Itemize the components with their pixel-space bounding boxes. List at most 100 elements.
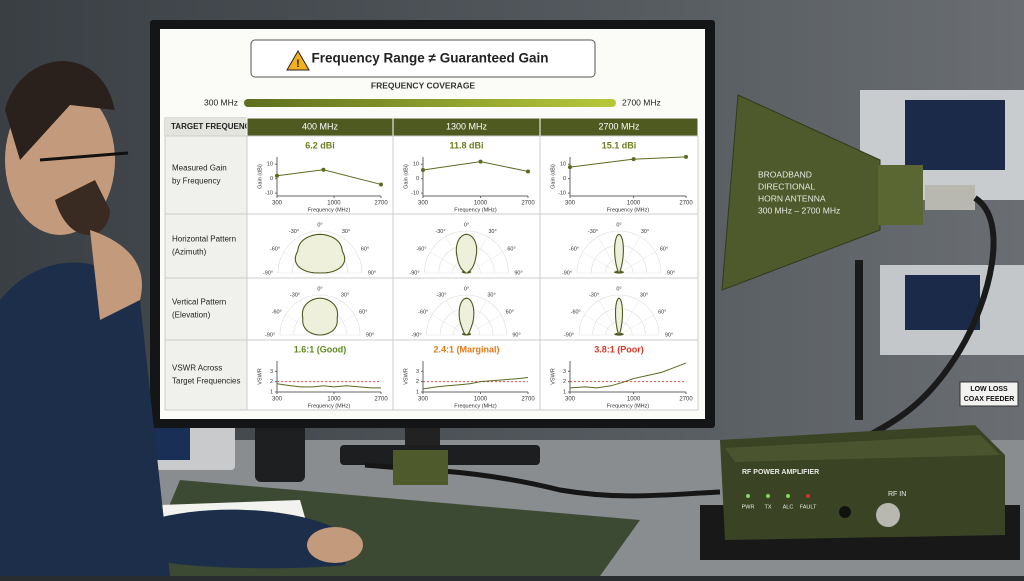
feeder-label: LOW LOSS xyxy=(970,386,1008,393)
chart-title: 6.2 dBi xyxy=(305,140,335,150)
antenna-label-line: HORN ANTENNA xyxy=(758,193,826,203)
polar-angle-label: -90° xyxy=(562,270,572,276)
y-tick-label: 10 xyxy=(267,162,273,168)
polar-angle-label: -90° xyxy=(564,332,574,338)
polar-angle-label: 60° xyxy=(506,309,514,315)
data-line xyxy=(569,362,687,389)
y-tick-label: 0 xyxy=(270,176,273,182)
data-point xyxy=(568,165,572,170)
person-hair xyxy=(5,61,115,160)
led xyxy=(766,494,770,498)
polar-angle-label: 0° xyxy=(464,286,469,292)
polar-angle-label: -60° xyxy=(418,309,428,315)
x-tick-label: 300 xyxy=(272,397,283,403)
led-label: ALC xyxy=(783,504,794,510)
polar-angle-label: 90° xyxy=(512,332,520,338)
polar-spoke xyxy=(466,251,503,274)
inline-attenuator xyxy=(393,450,448,485)
polar-angle-label: 0° xyxy=(616,286,621,292)
data-point xyxy=(684,154,688,159)
row-label: Horizontal Pattern xyxy=(172,235,236,244)
chart-title: 3.8:1 (Poor) xyxy=(594,344,644,354)
x-tick-label: 300 xyxy=(418,201,429,207)
polar-angle-label: -60° xyxy=(571,309,581,315)
y-tick-label: 10 xyxy=(413,162,419,168)
corner-cell xyxy=(165,118,247,136)
polar-angle-label: 0° xyxy=(464,222,469,228)
y-axis-label: VSWR xyxy=(550,368,556,385)
x-tick-label: 300 xyxy=(565,397,576,403)
y-tick-label: 1 xyxy=(416,389,419,395)
x-tick-label: 2700 xyxy=(521,201,535,207)
x-tick-label: 1000 xyxy=(327,201,341,207)
instrument-screen xyxy=(905,275,980,330)
polar-angle-label: -60° xyxy=(416,246,426,252)
polar-angle-label: 30° xyxy=(342,229,350,235)
led xyxy=(806,494,810,498)
polar-spoke xyxy=(618,314,654,336)
monitor-stand xyxy=(405,425,440,445)
chart-title: 15.1 dBi xyxy=(602,140,637,150)
x-tick-label: 300 xyxy=(272,201,283,207)
polar-angle-label: -60° xyxy=(270,246,280,252)
horn-antenna xyxy=(721,94,881,291)
instrument-screen xyxy=(905,100,1005,170)
data-point xyxy=(321,167,326,172)
person-beard xyxy=(55,180,110,235)
polar-angle-label: 60° xyxy=(359,309,367,315)
y-tick-label: -10 xyxy=(265,191,273,197)
y-axis-label: VSWR xyxy=(257,368,263,385)
y-tick-label: 0 xyxy=(416,176,419,182)
polar-angle-label: -30° xyxy=(289,229,299,235)
x-tick-label: 2700 xyxy=(521,397,535,403)
polar-angle-label: -90° xyxy=(265,332,275,338)
row-label: Vertical Pattern xyxy=(172,298,226,307)
warning-mark: ! xyxy=(296,58,300,70)
polar-spoke xyxy=(584,314,620,336)
data-point xyxy=(275,173,279,178)
warning-icon xyxy=(286,50,310,71)
row-label: VSWR Across xyxy=(172,364,222,373)
glasses xyxy=(39,151,129,162)
cell xyxy=(539,339,699,411)
coverage-start: 300 MHz xyxy=(204,97,238,107)
x-tick-label: 300 xyxy=(565,201,576,207)
feeder-label: COAX FEEDER xyxy=(964,396,1015,403)
polar-angle-label: 60° xyxy=(507,246,515,252)
row-header xyxy=(164,277,248,341)
data-point xyxy=(379,182,383,187)
row-label: Target Frequencies xyxy=(172,377,240,386)
data-point xyxy=(478,159,483,164)
polar-angle-label: 0° xyxy=(616,222,621,228)
x-tick-label: 1000 xyxy=(474,397,488,403)
polar-angle-label: -60° xyxy=(272,309,282,315)
led-label: TX xyxy=(764,504,771,510)
polar-spoke xyxy=(618,300,640,336)
radiation-pattern xyxy=(301,297,339,336)
person-arm xyxy=(150,509,355,569)
radiation-pattern xyxy=(458,297,475,336)
polar-angle-label: 0° xyxy=(317,222,322,228)
y-tick-label: 1 xyxy=(563,389,566,395)
antenna-label-line: 300 MHz – 2700 MHz xyxy=(758,205,840,215)
x-tick-label: 1000 xyxy=(474,201,488,207)
polar-angle-label: 30° xyxy=(640,293,648,299)
horn-throat xyxy=(878,165,923,225)
rf-in-connector xyxy=(876,503,900,527)
polar-angle-label: -90° xyxy=(409,270,419,276)
row-label: (Elevation) xyxy=(172,311,211,320)
y-axis-label: Gain (dBi) xyxy=(257,164,263,189)
y-axis-label: VSWR xyxy=(403,368,409,385)
x-tick-label: 2700 xyxy=(374,397,388,403)
leds: PWR TX ALC FAULT xyxy=(742,494,817,510)
polar-angle-label: -90° xyxy=(263,270,273,276)
polar-angle-label: -30° xyxy=(436,293,446,299)
antenna-label-line: DIRECTIONAL xyxy=(758,181,815,191)
column-label: 2700 MHz xyxy=(598,121,640,131)
polar-angle-label: 30° xyxy=(641,229,649,235)
radiation-pattern xyxy=(613,233,625,274)
heatsink xyxy=(725,435,1000,462)
polar-angle-label: -30° xyxy=(290,293,300,299)
